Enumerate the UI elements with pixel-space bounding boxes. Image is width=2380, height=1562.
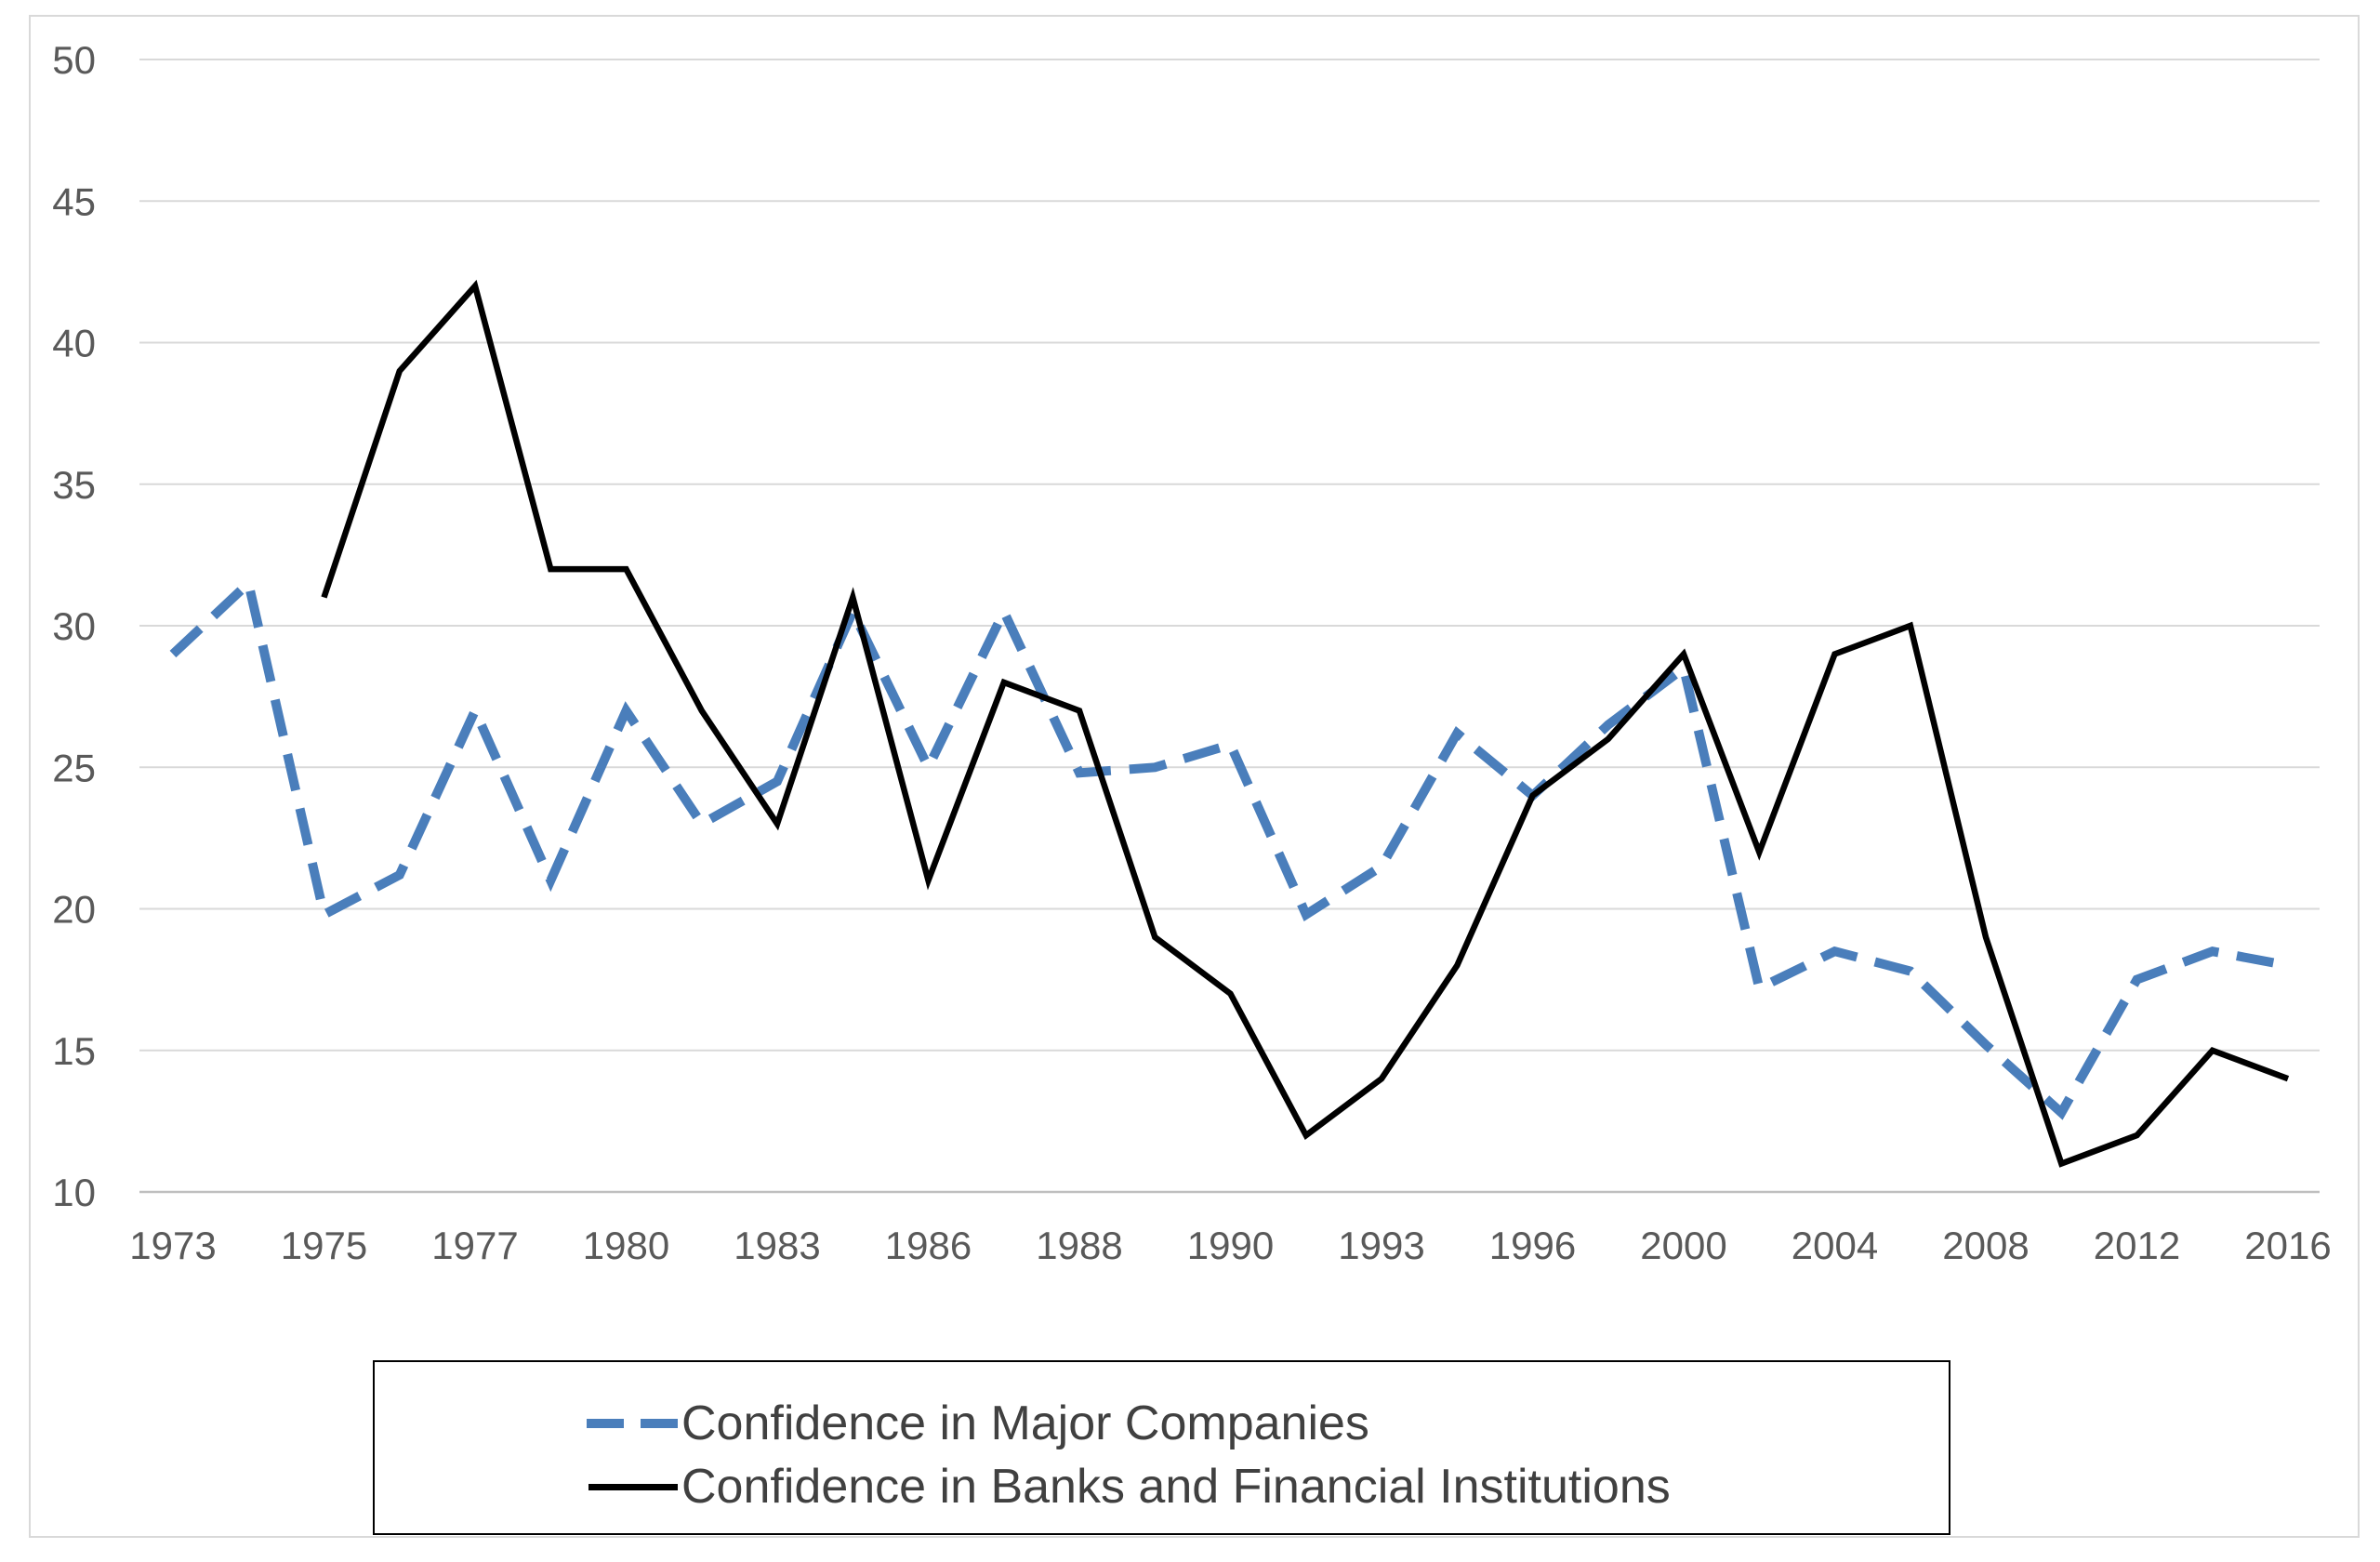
x-tick-label: 1996: [1489, 1224, 1576, 1267]
series-line-major-companies: [169, 574, 2289, 1120]
data-point: [1756, 986, 1762, 991]
x-tick-label: 2000: [1640, 1224, 1726, 1267]
chart-frame: 10 15 20 25 30 35 40 45 50 1973 1975 1977 1980 1983 1…: [29, 15, 2360, 1538]
y-axis-ticks: 10 15 20 25 30 35 40 45 50: [52, 38, 96, 1214]
x-tick-label: 2016: [2244, 1224, 2331, 1267]
x-tick-label: 1973: [129, 1224, 216, 1267]
x-tick-label: 1986: [885, 1224, 972, 1267]
data-point: [1379, 864, 1384, 869]
legend-label-banks: Confidence in Banks and Financial Instit…: [681, 1460, 1671, 1514]
x-axis-ticks: 1973 1975 1977 1980 1983 1986 1988 1990 1993 1996…: [129, 1224, 2331, 1267]
legend-swatch-dashed: [587, 1419, 678, 1428]
data-point: [2285, 962, 2291, 968]
x-tick-label: 2004: [1792, 1224, 1878, 1267]
legend: Confidence in Major Companies Confidence…: [373, 1360, 1950, 1535]
x-tick-label: 1977: [431, 1224, 518, 1267]
y-tick-label: 10: [52, 1171, 96, 1214]
y-tick-label: 35: [52, 463, 96, 507]
x-tick-label: 1980: [583, 1224, 669, 1267]
y-tick-label: 45: [52, 179, 96, 223]
x-tick-label: 1988: [1036, 1224, 1122, 1267]
y-tick-label: 30: [52, 604, 96, 648]
legend-item-major-companies: Confidence in Major Companies: [375, 1386, 1949, 1461]
x-tick-label: 2012: [2094, 1224, 2180, 1267]
data-point: [1228, 742, 1234, 748]
x-tick-label: 1993: [1338, 1224, 1424, 1267]
data-point: [699, 821, 705, 827]
gridlines: [139, 59, 2320, 1194]
series-lines: [169, 279, 2291, 1168]
x-tick-label: 1975: [281, 1224, 367, 1267]
y-tick-label: 15: [52, 1029, 96, 1073]
series-line-banks: [321, 279, 2290, 1168]
legend-label-major-companies: Confidence in Major Companies: [681, 1397, 1369, 1450]
data-point: [245, 580, 251, 586]
y-tick-label: 20: [52, 888, 96, 932]
data-point: [1001, 609, 1007, 615]
y-tick-label: 40: [52, 322, 96, 365]
legend-swatch-solid: [588, 1484, 678, 1490]
legend-item-banks: Confidence in Banks and Financial Instit…: [375, 1449, 1949, 1524]
y-tick-label: 25: [52, 746, 96, 789]
data-point: [322, 912, 327, 918]
y-tick-label: 50: [52, 38, 96, 82]
x-tick-label: 2008: [1942, 1224, 2029, 1267]
x-tick-label: 1983: [734, 1224, 820, 1267]
data-point: [472, 708, 478, 713]
x-tick-label: 1990: [1187, 1224, 1274, 1267]
